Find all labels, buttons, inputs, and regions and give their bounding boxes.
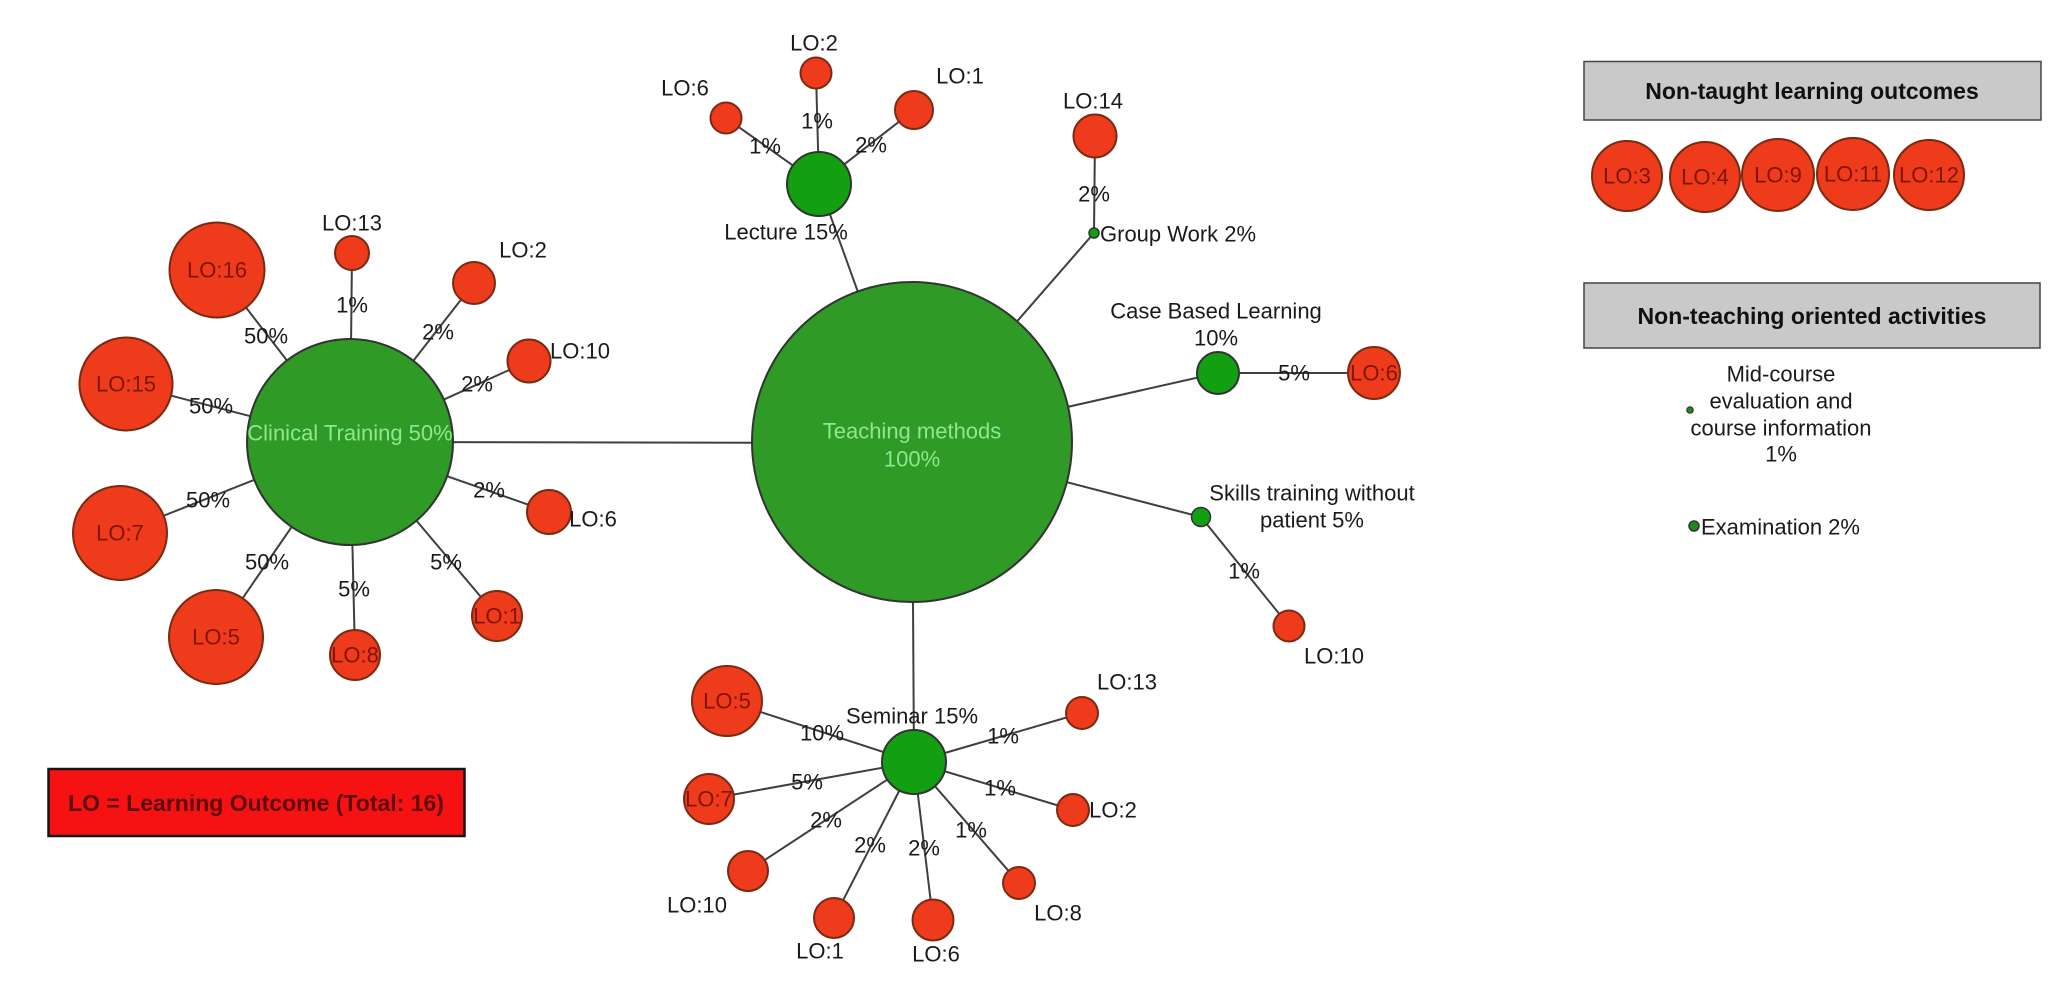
svg-text:1%: 1%: [749, 134, 781, 159]
svg-text:Non-teaching oriented activiti: Non-teaching oriented activities: [1638, 303, 1987, 329]
svg-text:Lecture 15%: Lecture 15%: [724, 220, 848, 245]
svg-text:10%: 10%: [800, 721, 844, 746]
svg-text:LO:2: LO:2: [790, 31, 838, 56]
svg-text:LO:14: LO:14: [1063, 89, 1123, 114]
svg-text:Examination 2%: Examination 2%: [1701, 515, 1860, 540]
svg-text:LO = Learning Outcome (Total:: LO = Learning Outcome (Total: 16): [68, 790, 444, 816]
svg-text:LO:16: LO:16: [187, 258, 247, 283]
svg-text:Non-taught learning outcomes: Non-taught learning outcomes: [1645, 78, 1979, 104]
svg-text:LO:5: LO:5: [192, 625, 240, 650]
svg-text:1%: 1%: [1765, 442, 1797, 467]
svg-text:1%: 1%: [984, 776, 1016, 801]
svg-text:2%: 2%: [1078, 182, 1110, 207]
svg-text:50%: 50%: [189, 394, 233, 419]
svg-text:100%: 100%: [884, 447, 940, 472]
svg-text:LO:6: LO:6: [661, 76, 709, 101]
svg-text:LO:11: LO:11: [1824, 162, 1882, 187]
svg-text:Seminar 15%: Seminar 15%: [846, 704, 978, 729]
svg-text:2%: 2%: [810, 808, 842, 833]
svg-text:10%: 10%: [1194, 326, 1238, 351]
svg-text:LO:9: LO:9: [1754, 163, 1802, 188]
svg-text:patient 5%: patient 5%: [1260, 508, 1364, 533]
svg-text:LO:3: LO:3: [1603, 164, 1651, 189]
svg-text:LO:7: LO:7: [685, 787, 733, 812]
svg-text:5%: 5%: [791, 770, 823, 795]
svg-text:5%: 5%: [430, 550, 462, 575]
svg-text:Case Based Learning: Case Based Learning: [1110, 299, 1322, 324]
svg-text:LO:6: LO:6: [1350, 361, 1398, 386]
svg-text:LO:8: LO:8: [1034, 901, 1082, 926]
svg-text:LO:15: LO:15: [96, 372, 156, 397]
svg-text:LO:6: LO:6: [569, 507, 617, 532]
svg-text:50%: 50%: [244, 324, 288, 349]
svg-text:Group Work 2%: Group Work 2%: [1100, 222, 1256, 247]
svg-text:5%: 5%: [1278, 361, 1310, 386]
svg-text:1%: 1%: [801, 109, 833, 134]
svg-text:2%: 2%: [854, 833, 886, 858]
svg-text:evaluation and: evaluation and: [1709, 389, 1852, 414]
svg-text:2%: 2%: [461, 372, 493, 397]
svg-text:LO:7: LO:7: [96, 521, 144, 546]
svg-text:Skills training without: Skills training without: [1209, 481, 1414, 506]
svg-text:1%: 1%: [987, 724, 1019, 749]
svg-text:Clinical Training 50%: Clinical Training 50%: [247, 421, 452, 446]
svg-text:LO:5: LO:5: [703, 689, 751, 714]
svg-text:LO:13: LO:13: [322, 211, 382, 236]
svg-text:LO:10: LO:10: [1304, 644, 1364, 669]
svg-text:LO:1: LO:1: [473, 604, 521, 629]
svg-text:LO:1: LO:1: [796, 939, 844, 964]
svg-text:1%: 1%: [336, 293, 368, 318]
svg-text:course information: course information: [1691, 416, 1872, 441]
svg-text:LO:2: LO:2: [499, 238, 547, 263]
svg-text:LO:13: LO:13: [1097, 670, 1157, 695]
svg-text:LO:10: LO:10: [667, 893, 727, 918]
svg-text:2%: 2%: [422, 320, 454, 345]
svg-text:Teaching methods: Teaching methods: [823, 419, 1002, 444]
svg-text:5%: 5%: [338, 577, 370, 602]
svg-text:1%: 1%: [955, 818, 987, 843]
svg-text:LO:1: LO:1: [936, 64, 984, 89]
svg-text:2%: 2%: [473, 478, 505, 503]
svg-text:LO:10: LO:10: [550, 339, 610, 364]
svg-text:2%: 2%: [908, 836, 940, 861]
svg-text:1%: 1%: [1228, 559, 1260, 584]
svg-text:50%: 50%: [186, 488, 230, 513]
svg-text:LO:6: LO:6: [912, 942, 960, 967]
svg-text:LO:12: LO:12: [1899, 163, 1959, 188]
svg-text:50%: 50%: [245, 550, 289, 575]
svg-text:LO:2: LO:2: [1089, 798, 1137, 823]
svg-text:LO:4: LO:4: [1681, 165, 1729, 190]
svg-text:Mid-course: Mid-course: [1727, 362, 1836, 387]
svg-text:LO:8: LO:8: [331, 643, 379, 668]
svg-text:2%: 2%: [855, 133, 887, 158]
